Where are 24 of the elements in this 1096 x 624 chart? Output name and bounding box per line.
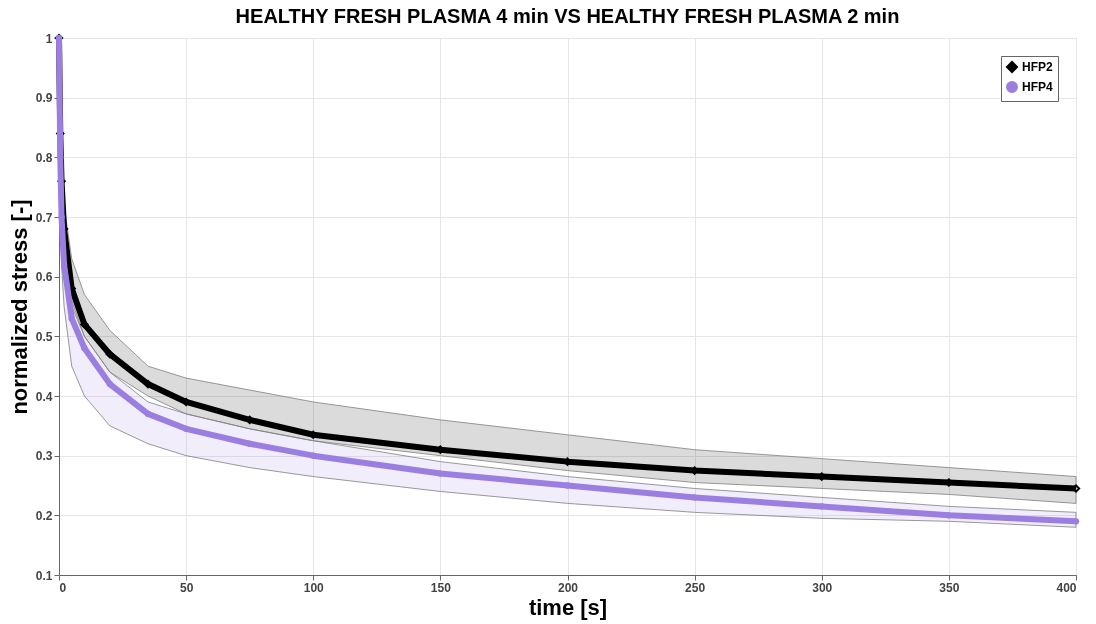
x-tick-label: 150 (430, 580, 452, 595)
y-tick-label: 0.3 (35, 449, 53, 464)
y-tick-label: 0.4 (35, 389, 53, 404)
legend-label: HFP4 (1022, 80, 1053, 94)
y-tick-label: 0.9 (35, 91, 53, 106)
chart-title: HEALTHY FRESH PLASMA 4 min VS HEALTHY FRESH PLASMA 2 min (235, 4, 900, 27)
y-tick-label: 0.6 (35, 270, 53, 285)
y-tick-label: 0.5 (35, 329, 53, 344)
y-tick-label: 0.7 (35, 210, 53, 225)
x-axis-title: time [s] (528, 594, 608, 620)
y-tick-label: 1 (45, 31, 53, 46)
legend-label: HFP2 (1022, 60, 1053, 74)
x-tick-label: 250 (685, 580, 706, 595)
x-tick-label: 350 (939, 580, 960, 595)
y-tick-label: 0.1 (35, 568, 53, 583)
x-tick-label: 0 (59, 580, 67, 595)
y-axis-title: normalized stress [-] (6, 199, 32, 415)
y-tick-label: 0.8 (35, 150, 53, 165)
x-tick-label: 400 (1056, 580, 1077, 595)
x-tick-label: 100 (303, 580, 325, 595)
x-tick-label: 50 (179, 580, 194, 595)
x-tick-label: 300 (812, 580, 833, 595)
x-tick-label: 200 (557, 580, 579, 595)
y-tick-label: 0.2 (35, 508, 53, 523)
